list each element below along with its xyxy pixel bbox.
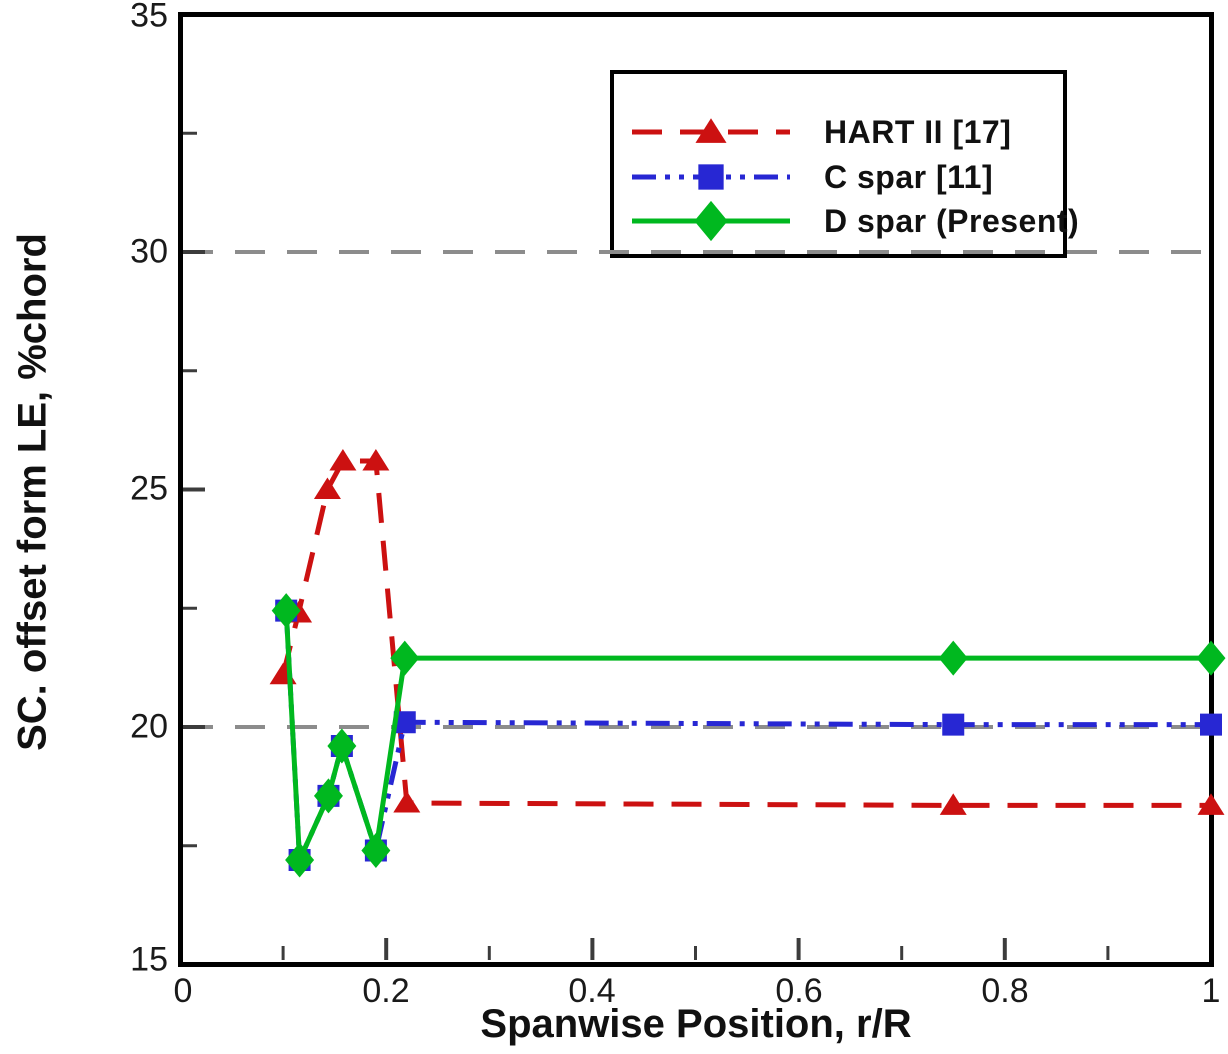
- y-tick-label: 30: [130, 232, 168, 271]
- y-tick-label: 35: [130, 0, 168, 35]
- legend-label-hart-ii: HART II [17]: [824, 113, 1012, 150]
- c-spar-line-sample-icon: [632, 164, 790, 190]
- x-tick-label: 0.2: [362, 972, 410, 1010]
- y-tick-label: 15: [130, 940, 168, 979]
- hart-ii-line-sample-icon: [632, 118, 790, 143]
- legend-label-c-spar: C spar [11]: [824, 158, 994, 195]
- d-spar-line-sample-icon: [632, 200, 790, 242]
- legend-row-hart-ii: HART II [17]: [628, 108, 1011, 156]
- y-axis-title: SC. offset form LE, %chord: [10, 233, 55, 751]
- x-tick-label: 0: [173, 972, 193, 1010]
- x-tick-label: 1: [1201, 972, 1221, 1010]
- x-axis-title: Spanwise Position, r/R: [480, 1002, 912, 1046]
- y-tick-label: 25: [130, 469, 168, 508]
- x-tick-label: 0.8: [981, 972, 1029, 1010]
- x-tick-label: 0.6: [775, 972, 823, 1010]
- legend-row-c-spar: C spar [11]: [628, 153, 993, 201]
- y-tick-label: 20: [130, 707, 168, 746]
- legend-label-d-spar: D spar (Present): [824, 202, 1080, 239]
- legend-row-d-spar: D spar (Present): [628, 197, 1079, 245]
- x-tick-label: 0.4: [568, 972, 616, 1010]
- legend: HART II [17] C spar [11] D spar (Present…: [610, 70, 1079, 258]
